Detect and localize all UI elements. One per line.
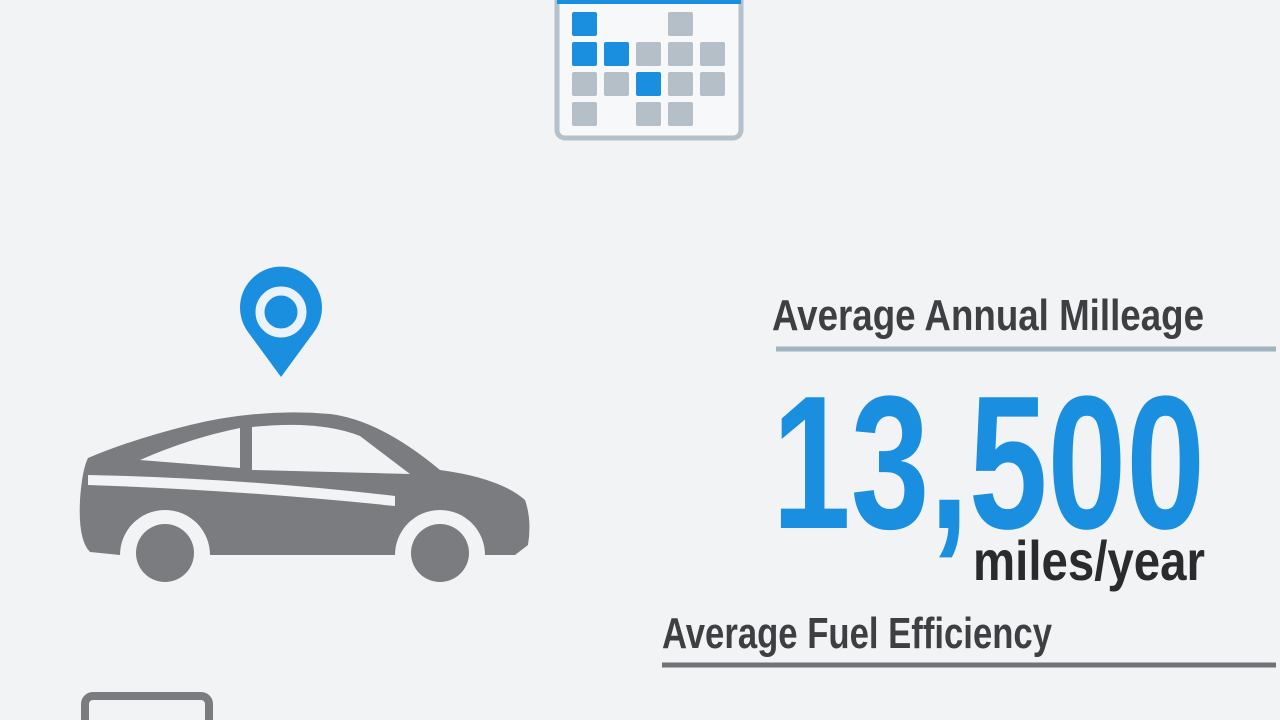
calendar-cell (636, 42, 661, 66)
calendar-frame (554, 0, 744, 141)
calendar-cell (668, 42, 693, 66)
calendar-cell (604, 72, 629, 96)
calendar-cell (572, 102, 597, 126)
pin-ring (255, 286, 307, 338)
car-wheel (411, 524, 469, 582)
car-icon (79, 412, 530, 589)
stat-value: 13,500 (772, 357, 1205, 569)
stat-label: Average Annual Milleage (772, 291, 1204, 340)
calendar-icon (554, 0, 744, 141)
calendar-cell (572, 12, 597, 36)
car-wheel (136, 524, 194, 582)
location-pin (240, 266, 322, 377)
calendar-cell (636, 102, 661, 126)
calendar-cell (572, 72, 597, 96)
calendar-cell (604, 42, 629, 66)
partial-icon (81, 692, 213, 720)
stat-unit: miles/year (973, 529, 1205, 592)
car-window (252, 424, 410, 474)
calendar-cells (572, 12, 725, 126)
calendar-header (557, 0, 741, 4)
car-stripe (88, 475, 395, 506)
calendar-cell (636, 72, 661, 96)
calendar-cell (668, 12, 693, 36)
calendar-cell (700, 42, 725, 66)
pin-body (240, 266, 322, 377)
stat-label: Average Fuel Efficiency (662, 609, 1052, 658)
calendar-cell (572, 42, 597, 66)
calendar-cell (668, 102, 693, 126)
car-window (140, 428, 240, 468)
calendar-cell (700, 72, 725, 96)
calendar-cell (668, 72, 693, 96)
